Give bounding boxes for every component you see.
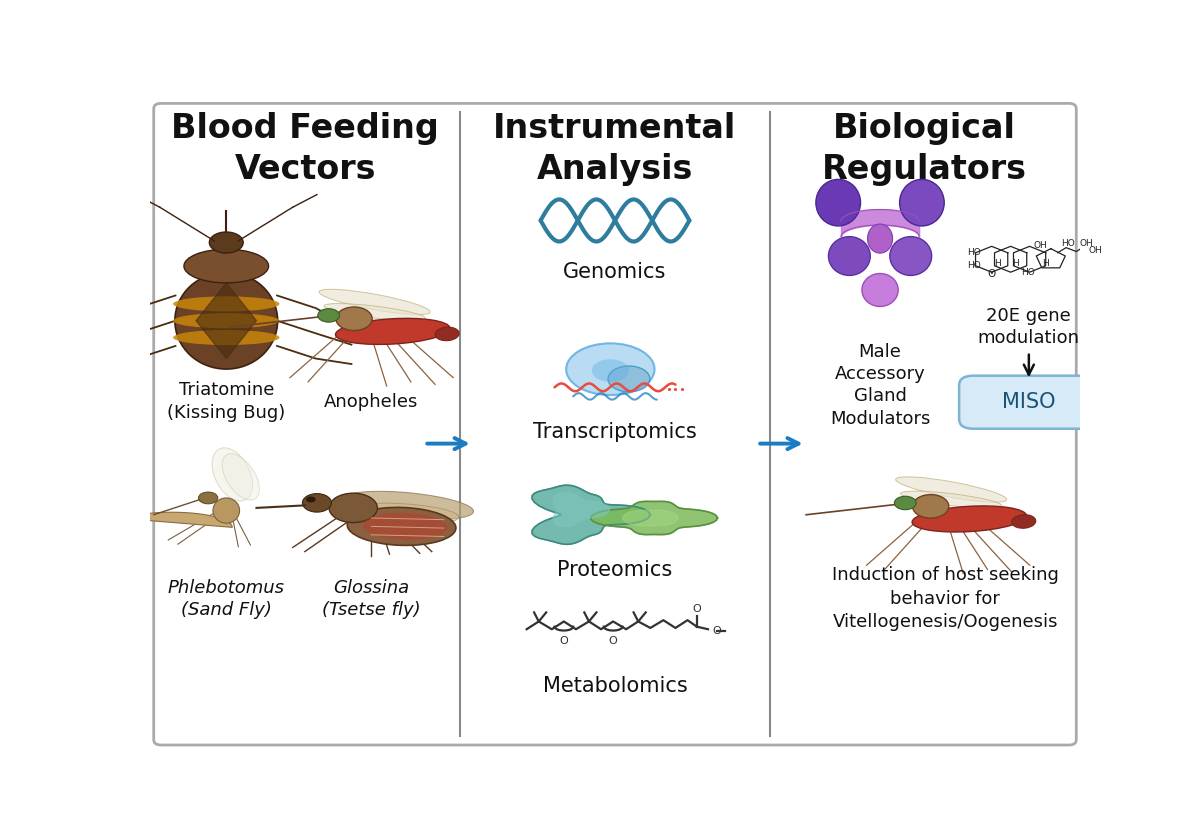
Text: Proteomics: Proteomics bbox=[557, 559, 673, 580]
Text: HO: HO bbox=[1061, 239, 1075, 248]
Ellipse shape bbox=[302, 494, 331, 512]
Ellipse shape bbox=[173, 313, 280, 328]
Polygon shape bbox=[122, 512, 233, 528]
Text: Instrumental
Analysis: Instrumental Analysis bbox=[493, 113, 737, 186]
Ellipse shape bbox=[900, 491, 1002, 508]
Ellipse shape bbox=[212, 498, 240, 523]
Text: MISO: MISO bbox=[1002, 392, 1056, 412]
Ellipse shape bbox=[319, 289, 430, 315]
Ellipse shape bbox=[1012, 515, 1036, 528]
Ellipse shape bbox=[212, 448, 252, 501]
Ellipse shape bbox=[912, 495, 949, 518]
Text: Triatomine
(Kissing Bug): Triatomine (Kissing Bug) bbox=[167, 381, 286, 422]
Text: H: H bbox=[1043, 260, 1049, 268]
Text: 20E gene
modulation: 20E gene modulation bbox=[978, 307, 1080, 347]
Text: HO: HO bbox=[967, 249, 980, 257]
Ellipse shape bbox=[828, 237, 870, 276]
Polygon shape bbox=[196, 283, 257, 359]
Text: Blood Feeding
Vectors: Blood Feeding Vectors bbox=[172, 113, 439, 186]
Text: H: H bbox=[994, 259, 1001, 268]
Ellipse shape bbox=[592, 360, 629, 382]
Ellipse shape bbox=[894, 496, 916, 510]
FancyBboxPatch shape bbox=[959, 375, 1099, 428]
Text: OH: OH bbox=[1080, 239, 1093, 248]
Text: O: O bbox=[559, 636, 569, 646]
Ellipse shape bbox=[198, 492, 217, 504]
Text: Male
Accessory
Gland
Modulators: Male Accessory Gland Modulators bbox=[830, 343, 930, 428]
Ellipse shape bbox=[318, 308, 340, 322]
Ellipse shape bbox=[306, 496, 316, 502]
Text: HO: HO bbox=[1021, 268, 1034, 277]
Polygon shape bbox=[553, 492, 610, 527]
Polygon shape bbox=[532, 486, 650, 544]
Text: O: O bbox=[988, 269, 996, 279]
Text: HO: HO bbox=[967, 261, 980, 270]
Ellipse shape bbox=[344, 503, 458, 524]
Ellipse shape bbox=[342, 491, 474, 519]
Ellipse shape bbox=[336, 307, 372, 331]
Text: H: H bbox=[1013, 259, 1019, 268]
Ellipse shape bbox=[173, 330, 280, 345]
Ellipse shape bbox=[184, 249, 269, 283]
Text: O: O bbox=[713, 626, 721, 636]
Ellipse shape bbox=[336, 318, 450, 344]
Ellipse shape bbox=[912, 506, 1026, 532]
Ellipse shape bbox=[566, 344, 654, 395]
Text: Phlebotomus
(Sand Fly): Phlebotomus (Sand Fly) bbox=[168, 579, 284, 619]
Ellipse shape bbox=[209, 232, 244, 253]
Text: Metabolomics: Metabolomics bbox=[542, 676, 688, 696]
Ellipse shape bbox=[222, 454, 259, 500]
Ellipse shape bbox=[347, 507, 456, 545]
Text: O: O bbox=[608, 636, 618, 646]
Polygon shape bbox=[590, 501, 718, 534]
Ellipse shape bbox=[890, 237, 931, 276]
Ellipse shape bbox=[173, 297, 280, 312]
Text: Glossina
(Tsetse fly): Glossina (Tsetse fly) bbox=[322, 579, 421, 619]
Ellipse shape bbox=[862, 274, 898, 307]
Ellipse shape bbox=[868, 224, 893, 253]
Ellipse shape bbox=[895, 477, 1007, 502]
Text: Biological
Regulators: Biological Regulators bbox=[822, 113, 1027, 186]
Ellipse shape bbox=[436, 327, 460, 341]
Ellipse shape bbox=[608, 366, 650, 391]
Text: Transcriptomics: Transcriptomics bbox=[533, 422, 697, 442]
Ellipse shape bbox=[900, 180, 944, 226]
FancyBboxPatch shape bbox=[154, 103, 1076, 745]
Ellipse shape bbox=[362, 513, 448, 540]
Ellipse shape bbox=[816, 180, 860, 226]
Ellipse shape bbox=[329, 493, 377, 522]
Text: O: O bbox=[692, 604, 701, 614]
Text: Induction of host seeking
behavior for
Vitellogenesis/Oogenesis: Induction of host seeking behavior for V… bbox=[832, 566, 1058, 632]
Polygon shape bbox=[623, 510, 678, 526]
Text: OH: OH bbox=[1088, 246, 1103, 255]
Ellipse shape bbox=[324, 303, 425, 321]
Ellipse shape bbox=[175, 272, 277, 369]
Text: Anopheles: Anopheles bbox=[324, 392, 419, 411]
Text: Genomics: Genomics bbox=[563, 262, 667, 282]
Text: OH: OH bbox=[1033, 241, 1046, 250]
